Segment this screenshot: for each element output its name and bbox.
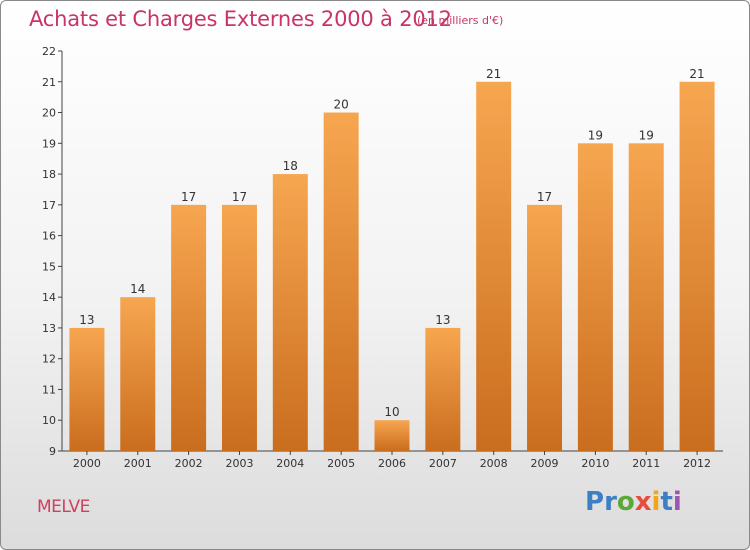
- chart-title: Achats et Charges Externes 2000 à 2012: [29, 7, 452, 31]
- bar: [374, 420, 410, 451]
- logo-letter: i: [672, 487, 682, 517]
- y-tick-label: 13: [42, 322, 56, 335]
- bar: [221, 204, 257, 451]
- x-tick-label: 2005: [327, 457, 355, 470]
- bar: [120, 297, 156, 451]
- proxiti-logo: Proxiti: [585, 487, 682, 517]
- data-label: 19: [639, 128, 654, 142]
- unit-label: (en milliers d'€): [417, 14, 504, 27]
- y-tick-label: 9: [49, 445, 56, 458]
- x-tick-label: 2007: [429, 457, 457, 470]
- data-label: 18: [283, 159, 298, 173]
- data-label: 19: [588, 128, 603, 142]
- axes: 9 10 11 12 13 14 15 16 17 18 19 20 21 22 2000 2001 2002 2…: [42, 45, 723, 470]
- logo-letter: P: [585, 487, 605, 517]
- y-tick-label: 20: [42, 107, 56, 120]
- data-label: 21: [689, 67, 704, 81]
- bar: [476, 81, 512, 452]
- x-tick-label: 2001: [124, 457, 152, 470]
- logo-letter: x: [634, 487, 652, 517]
- x-tick-label: 2006: [378, 457, 406, 470]
- x-tick-label: 2010: [581, 457, 609, 470]
- x-tick-label: 2011: [632, 457, 660, 470]
- logo-letter: r: [604, 487, 617, 517]
- bar: [69, 327, 105, 451]
- x-tick-label: 2000: [73, 457, 101, 470]
- data-label: 14: [130, 282, 145, 296]
- x-tick-label: 2003: [225, 457, 253, 470]
- bar: [679, 81, 715, 452]
- bar: [527, 204, 563, 451]
- data-label: 20: [334, 98, 349, 112]
- bar: [171, 204, 207, 451]
- y-tick-label: 16: [42, 230, 56, 243]
- logo-letter: i: [651, 487, 661, 517]
- x-tick-label: 2012: [683, 457, 711, 470]
- x-tick-label: 2004: [276, 457, 304, 470]
- y-tick-label: 10: [42, 414, 56, 427]
- x-tick-label: 2009: [531, 457, 559, 470]
- data-label: 17: [181, 190, 196, 204]
- bars: [69, 81, 715, 452]
- y-tick-label: 15: [42, 260, 56, 273]
- place-name: MELVE: [37, 497, 90, 517]
- logo-letter: o: [616, 487, 635, 517]
- bar: [577, 143, 613, 452]
- y-tick-label: 17: [42, 199, 56, 212]
- y-tick-label: 18: [42, 168, 56, 181]
- y-tick-label: 12: [42, 353, 56, 366]
- bar: [272, 174, 308, 452]
- y-tick-label: 21: [42, 76, 56, 89]
- y-tick-label: 14: [42, 291, 56, 304]
- bar: [628, 143, 664, 452]
- y-tick-label: 22: [42, 45, 56, 58]
- bar: [323, 112, 359, 452]
- data-label: 21: [486, 67, 501, 81]
- data-label: 10: [384, 405, 399, 419]
- data-label: 13: [79, 313, 94, 327]
- bar: [425, 327, 461, 451]
- x-tick-label: 2002: [175, 457, 203, 470]
- logo-letter: t: [660, 487, 673, 517]
- data-label: 17: [537, 190, 552, 204]
- y-tick-label: 11: [42, 383, 56, 396]
- x-tick-label: 2008: [480, 457, 508, 470]
- y-tick-label: 19: [42, 137, 56, 150]
- data-label: 17: [232, 190, 247, 204]
- data-labels: 13 14 17 17 18 20 10 13 21 17 19 19 21: [79, 67, 704, 419]
- data-label: 13: [435, 313, 450, 327]
